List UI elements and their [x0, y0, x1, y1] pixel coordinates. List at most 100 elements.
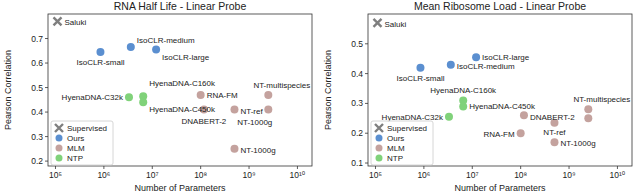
y-tick: [365, 103, 368, 104]
legend-label: MLM: [387, 144, 405, 153]
y-tick-label: 0.3: [351, 98, 363, 108]
y-tick: [45, 38, 48, 39]
point: [264, 91, 272, 99]
y-tick: [45, 161, 48, 162]
y-tick-label: 0.6: [31, 58, 43, 68]
y-tick: [45, 63, 48, 64]
x-tick-label: 10⁶: [97, 170, 110, 180]
x-tick: [103, 166, 104, 169]
x-axis-label: Number of Parameters: [454, 183, 546, 193]
point-label: NT-1000g: [560, 139, 595, 148]
plot-frame: [48, 14, 312, 166]
x-tick-label: 10⁹: [562, 170, 575, 180]
y-tick-label: 0.5: [351, 39, 363, 49]
x-tick: [617, 166, 618, 169]
point: [520, 111, 528, 119]
legend-marker: [376, 145, 383, 152]
point: [472, 53, 480, 61]
x-tick-label: 10¹⁰: [610, 170, 626, 180]
plot-area: [373, 19, 592, 146]
legend-marker: [376, 135, 383, 142]
x-axis-label: Number of Parameters: [134, 183, 226, 193]
y-tick: [365, 163, 368, 164]
x-tick-label: 10¹⁰: [290, 170, 306, 180]
plot-area: [53, 17, 272, 152]
point: [584, 105, 592, 113]
y-tick: [365, 43, 368, 44]
x-tick: [520, 166, 521, 169]
point: [197, 91, 205, 99]
chart: RNA Half Life - Linear Probe0.20.30.40.5…: [0, 0, 320, 194]
y-tick-label: 0.4: [31, 107, 43, 117]
point-label: HyenaDNA-C32k: [62, 93, 124, 102]
y-tick: [365, 133, 368, 134]
chart: Mean Ribosome Load - Linear Probe0.10.20…: [320, 0, 640, 194]
point: [264, 106, 272, 114]
title: Mean Ribosome Load - Linear Probe: [414, 0, 586, 12]
legend-label: MLM: [67, 144, 85, 153]
point-label: IsoCLR-small: [396, 74, 444, 83]
point: [373, 19, 381, 27]
x-tick-label: 10⁸: [194, 170, 207, 180]
point: [96, 48, 104, 56]
x-tick: [375, 166, 376, 169]
y-tick-label: 0.2: [31, 156, 43, 166]
figure: RNA Half Life - Linear Probe0.20.30.40.5…: [0, 0, 640, 194]
legend-marker: [56, 155, 63, 162]
x-tick: [472, 166, 473, 169]
legend: SupervisedOursMLMNTP: [371, 121, 433, 165]
point: [416, 64, 424, 72]
point: [550, 138, 558, 146]
point-label: HyenaDNA-C32k: [382, 113, 444, 122]
x-tick: [297, 166, 298, 169]
point: [152, 46, 160, 54]
x-tick-label: 10⁷: [466, 170, 479, 180]
point-label: HyenaDNA-C450k: [469, 102, 536, 111]
point: [125, 93, 133, 101]
point-label: IsoCLR-large: [162, 53, 210, 62]
x-tick-label: 10⁷: [146, 170, 159, 180]
legend-label: Supervised: [387, 124, 427, 133]
legend-marker: [55, 124, 63, 132]
legend-marker: [376, 155, 383, 162]
point: [230, 106, 238, 114]
x-tick-label: 10⁶: [417, 170, 430, 180]
y-tick-label: 0.7: [31, 34, 43, 44]
point-label: NT-multispecies: [253, 81, 310, 90]
x-tick: [249, 166, 250, 169]
y-axis-label: Pearson Correlation: [323, 50, 333, 130]
y-tick-label: 0.3: [31, 132, 43, 142]
legend-label: NTP: [67, 154, 83, 163]
point-label: HyenaDNA-C450k: [149, 105, 216, 114]
legend-label: Supervised: [67, 124, 107, 133]
legend-frame: [51, 121, 113, 165]
point-label: HyenaDNA-C160k: [149, 79, 216, 88]
point-label: IsoCLR-medium: [457, 62, 515, 71]
point: [53, 17, 61, 25]
x-tick-label: 10⁵: [49, 170, 62, 180]
point: [230, 145, 238, 153]
x-tick: [152, 166, 153, 169]
y-tick: [45, 112, 48, 113]
x-tick: [200, 166, 201, 169]
y-tick: [45, 87, 48, 88]
point-label: Saluki: [64, 18, 86, 27]
y-tick: [45, 136, 48, 137]
legend-label: Ours: [387, 134, 404, 143]
point-label: DNABERT-2: [530, 113, 575, 122]
y-tick: [365, 73, 368, 74]
point-label: HyenaDNA-C160k: [430, 86, 497, 95]
legend-frame: [371, 121, 433, 165]
x-tick-label: 10⁸: [514, 170, 527, 180]
y-tick-label: 0.4: [351, 69, 363, 79]
point-label: DNABERT-2: [182, 117, 227, 126]
point-label: Saluki: [384, 20, 406, 29]
y-axis-label: Pearson Correlation: [3, 50, 13, 130]
legend-label: Ours: [67, 134, 84, 143]
x-tick: [423, 166, 424, 169]
point: [445, 113, 453, 121]
point-label: RNA-FM: [207, 91, 238, 100]
point-label: NT-ref: [543, 128, 566, 137]
x-tick: [569, 166, 570, 169]
point-label: IsoCLR-medium: [137, 36, 195, 45]
